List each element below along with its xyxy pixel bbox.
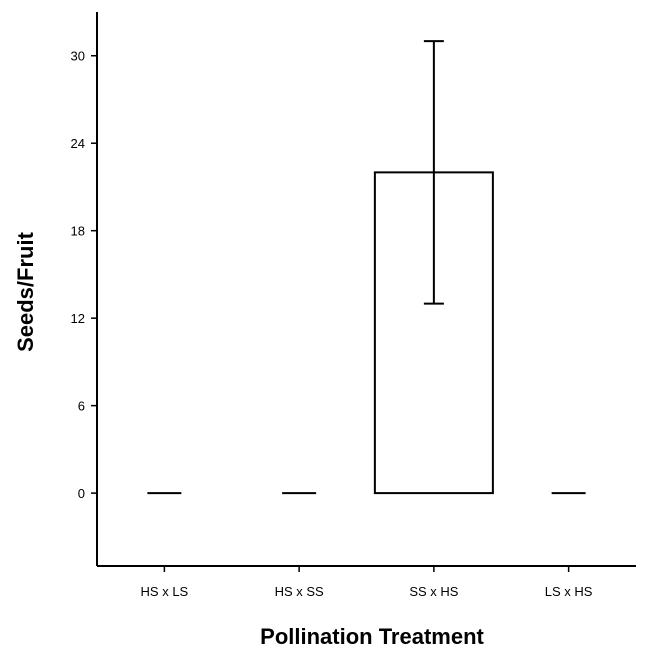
y-tick-label: 6: [78, 399, 85, 414]
x-axis-title: Pollination Treatment: [260, 624, 484, 649]
bars: [147, 171, 586, 495]
x-tick-label: HS x LS: [141, 584, 189, 599]
x-tick-label: LS x HS: [545, 584, 593, 599]
x-axis-ticks: HS x LS HS x SS SS x HS LS x HS: [141, 566, 593, 599]
x-tick-label: HS x SS: [275, 584, 324, 599]
y-axis-title: Seeds/Fruit: [13, 231, 38, 351]
error-bars: [423, 40, 444, 305]
y-tick-label: 18: [71, 224, 85, 239]
y-tick-label: 12: [71, 311, 85, 326]
y-tick-label: 30: [71, 49, 85, 64]
y-tick-label: 0: [78, 486, 85, 501]
x-tick-label: SS x HS: [409, 584, 458, 599]
y-tick-label: 24: [71, 136, 85, 151]
y-axis-ticks: 0 6 12 18 24 30: [71, 49, 97, 501]
